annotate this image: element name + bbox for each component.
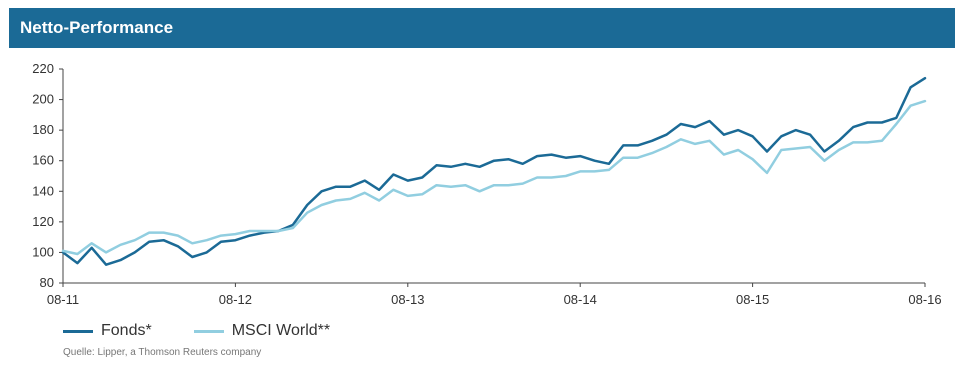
legend-item-msci-world: MSCI World** bbox=[193, 322, 331, 340]
y-tick-label: 200 bbox=[32, 92, 54, 107]
source-note: Quelle: Lipper, a Thomson Reuters compan… bbox=[63, 347, 262, 358]
y-tick-label: 100 bbox=[32, 244, 54, 259]
chart-title: Netto-Performance bbox=[20, 18, 174, 37]
chart-title-bar: Netto-Performance bbox=[9, 8, 955, 48]
x-tick-label: 08-14 bbox=[564, 292, 597, 307]
x-tick-label: 08-16 bbox=[908, 292, 941, 307]
series-line-msci-world bbox=[61, 99, 927, 256]
series-line-fonds bbox=[61, 76, 927, 266]
chart-legend: Fonds* MSCI World** bbox=[63, 320, 372, 342]
y-tick-label: 80 bbox=[40, 275, 54, 290]
x-tick-label: 08-13 bbox=[391, 292, 424, 307]
legend-label-msci-world: MSCI World** bbox=[231, 322, 331, 339]
x-tick-label: 08-12 bbox=[219, 292, 252, 307]
y-tick-label: 140 bbox=[32, 183, 54, 198]
y-tick-label: 160 bbox=[32, 153, 54, 168]
x-tick-label: 08-11 bbox=[47, 292, 79, 307]
y-tick-label: 180 bbox=[32, 122, 54, 137]
legend-item-fonds: Fonds* bbox=[63, 322, 152, 340]
y-tick-label: 120 bbox=[32, 214, 54, 229]
x-tick-label: 08-15 bbox=[736, 292, 769, 307]
legend-label-fonds: Fonds* bbox=[101, 322, 152, 339]
y-tick-label: 220 bbox=[32, 61, 54, 76]
line-chart: 80 100 120 140 160 180 200 220 08-11 08-12 08-13 08… bbox=[32, 61, 941, 307]
legend-swatch-fonds bbox=[63, 329, 93, 333]
legend-swatch-msci-world bbox=[193, 329, 224, 333]
